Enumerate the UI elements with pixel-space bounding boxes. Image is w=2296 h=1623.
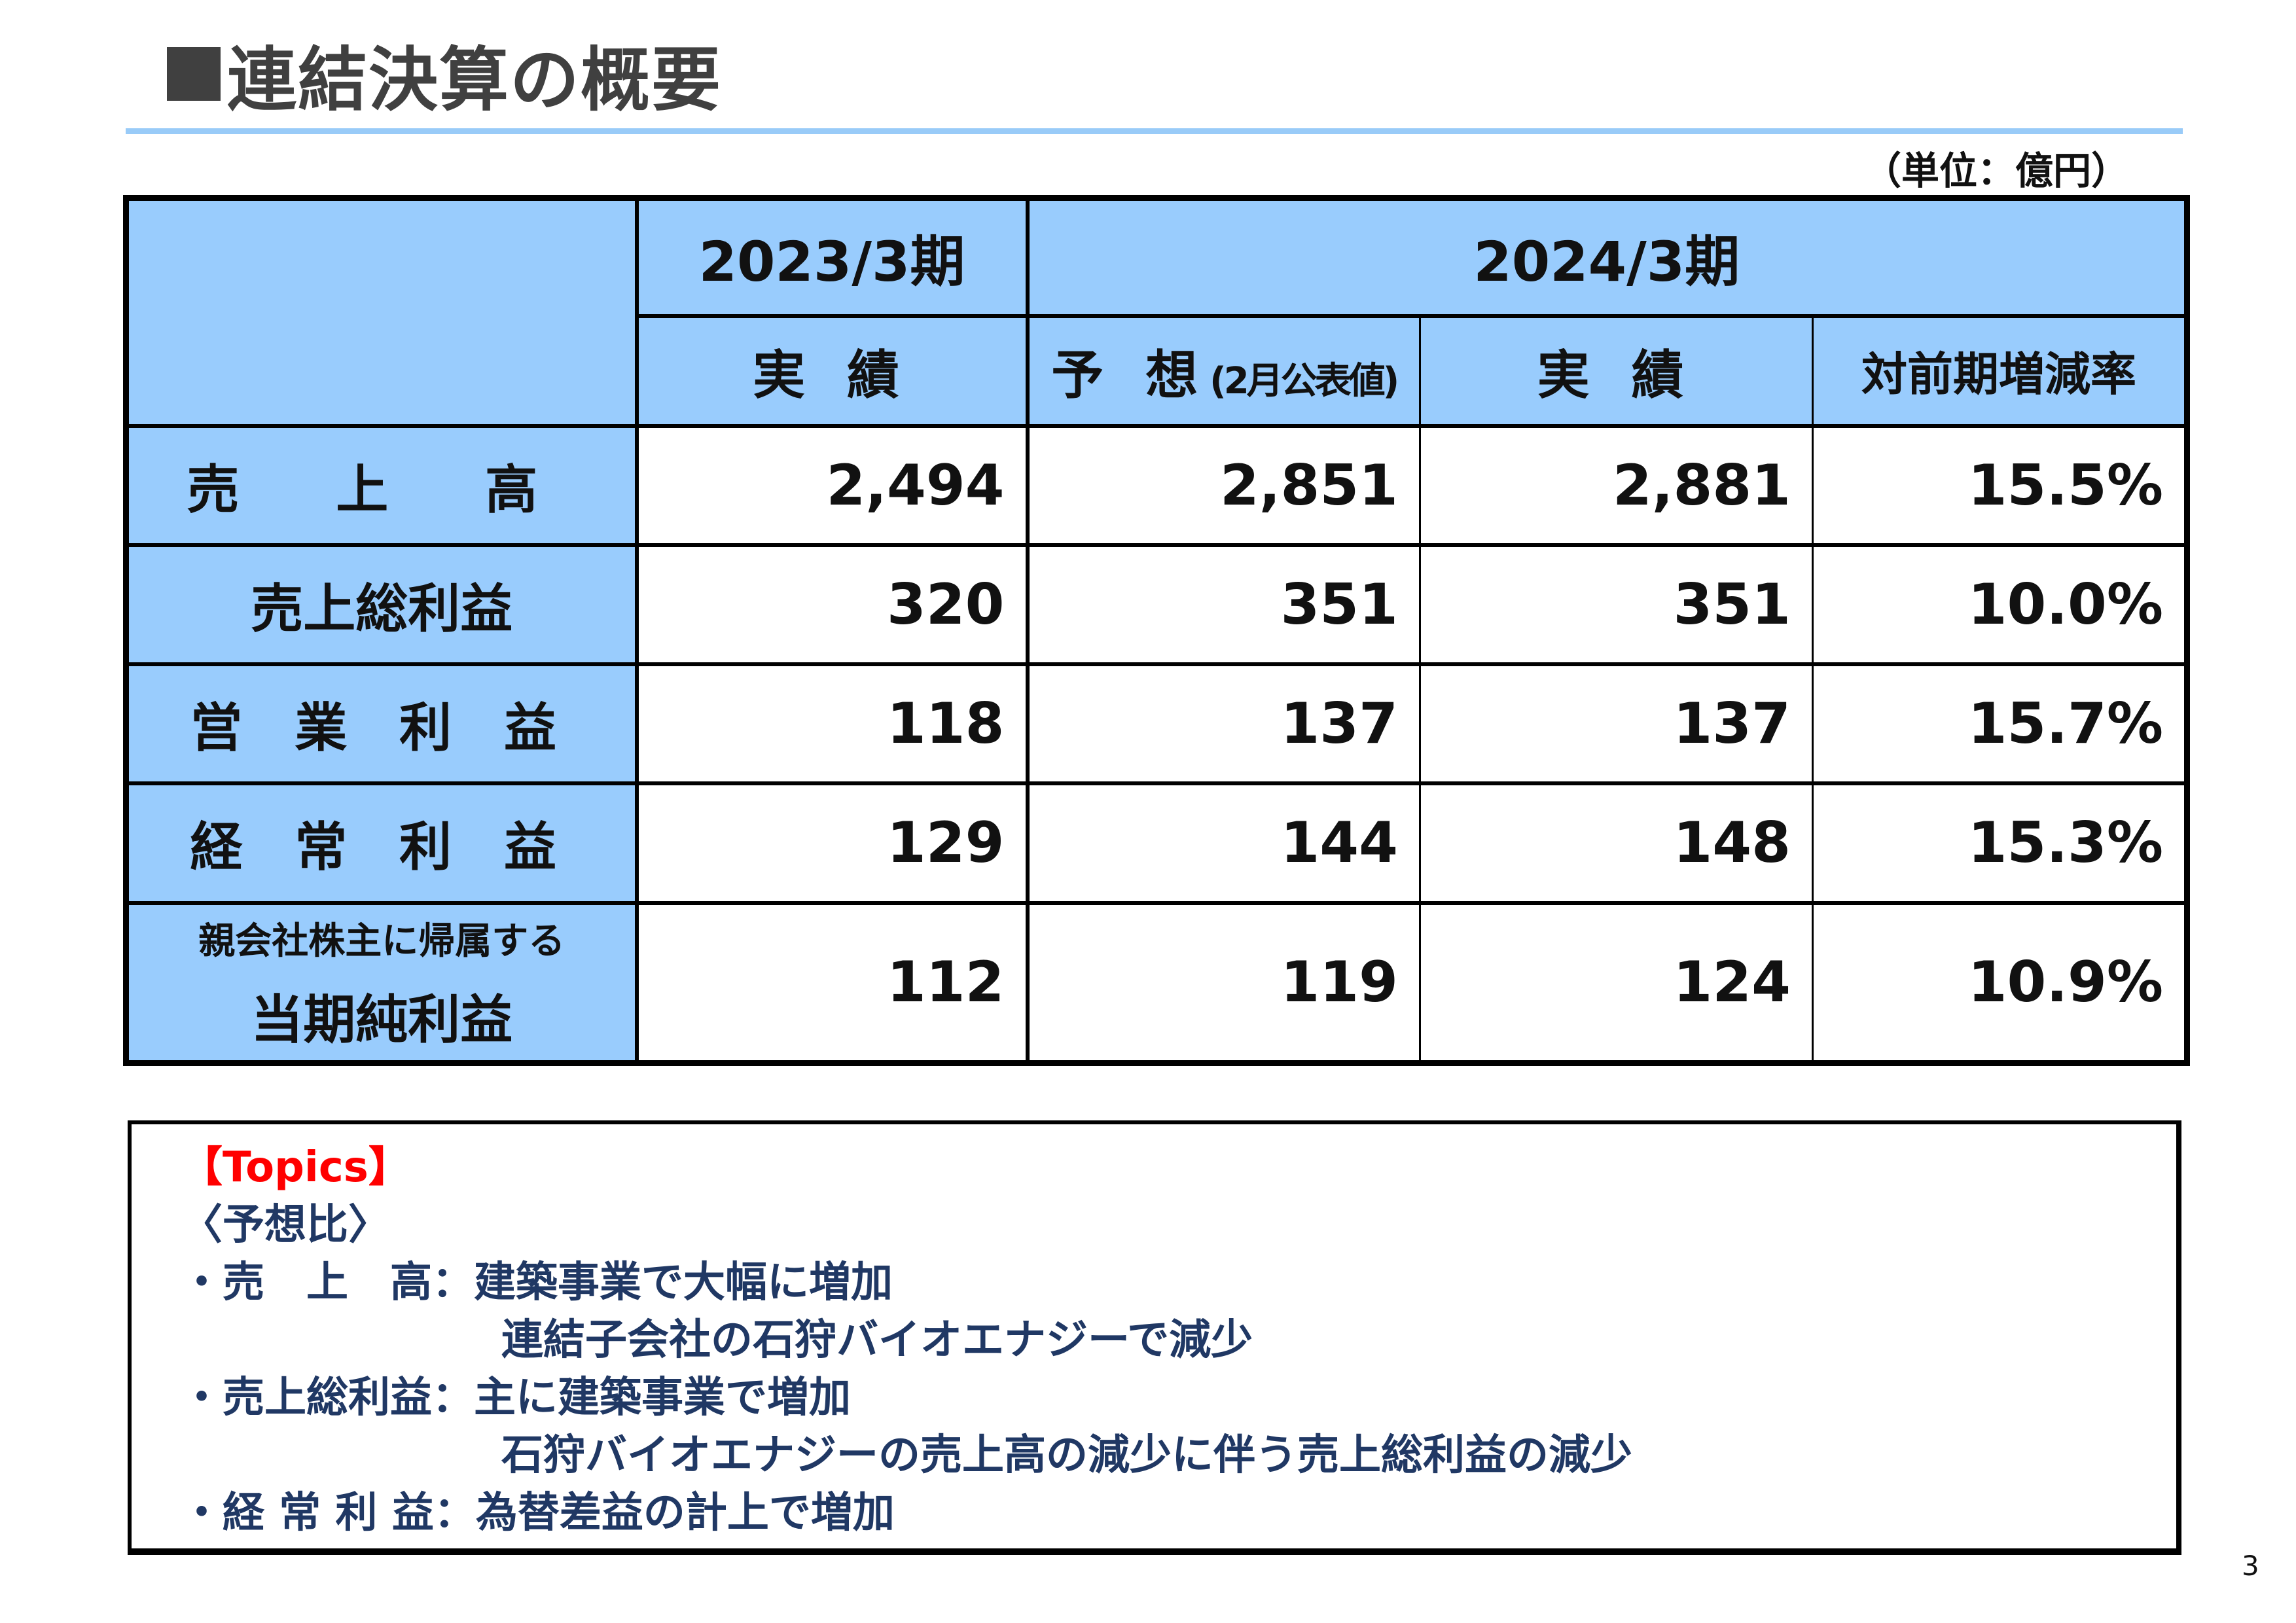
cell-fy2024-forecast: 351 [1025, 543, 1421, 666]
cell-fy2024-forecast: 119 [1025, 901, 1421, 1065]
topics-subheading: 〈予想比〉 [181, 1201, 390, 1249]
topics-content: 【Topics】 〈予想比〉 ・売 上 高：建築事業で大幅に増加 連結子会社の石… [181, 1139, 1632, 1542]
table-row: 経 常 利 益 129 144 148 15.3% [124, 781, 2189, 905]
cell-fy2024-forecast: 2,851 [1025, 423, 1421, 547]
page-title-text: 連結決算の概要 [227, 40, 722, 120]
table-row: 営 業 利 益 118 137 137 15.7% [124, 662, 2189, 785]
row-label-net-income-main: 当期純利益 [251, 989, 513, 1050]
row-label-net-income: 親会社株主に帰属する 当期純利益 [124, 901, 639, 1065]
forecast-label: 予 想 [1051, 344, 1210, 406]
topics-heading: 【Topics】 [181, 1143, 410, 1192]
forecast-note: (2月公表値) [1210, 359, 1399, 402]
cell-fy2024-actual: 2,881 [1419, 423, 1814, 547]
cell-fy2024-actual: 351 [1419, 543, 1814, 666]
cell-yoy-change: 15.7% [1812, 662, 2189, 785]
cell-fy2024-actual: 148 [1419, 781, 1814, 905]
cell-fy2024-actual: 137 [1419, 662, 1814, 785]
table-row: 売上総利益 320 351 351 10.0% [124, 543, 2189, 666]
subheader-fy2024-actual: 実 績 [1419, 313, 1814, 428]
topic-line-gross-profit-detail: 石狩バイオエナジーの売上高の減少に伴う売上総利益の減少 [501, 1431, 1632, 1480]
row-label-ordinary-profit: 経 常 利 益 [124, 781, 639, 905]
topic-line-ordinary-profit: ・経 常 利 益：為替差益の計上で増加 [181, 1489, 895, 1537]
header-row-subheaders: 実 績 予 想(2月公表値) 実 績 対前期増減率 [126, 313, 2189, 428]
subheader-fy2024-forecast: 予 想(2月公表値) [1025, 313, 1421, 428]
cell-fy2023-actual: 320 [634, 543, 1030, 666]
cell-yoy-change: 15.3% [1812, 781, 2189, 905]
cell-yoy-change: 10.9% [1812, 901, 2189, 1065]
subheader-fy2023-actual: 実 績 [634, 313, 1030, 428]
cell-fy2023-actual: 2,494 [634, 423, 1030, 547]
row-label-operating-profit: 営 業 利 益 [124, 662, 639, 785]
cell-fy2024-actual: 124 [1419, 901, 1814, 1065]
topic-line-net-sales-detail: 連結子会社の石狩バイオエナジーで減少 [501, 1316, 1253, 1364]
subheader-yoy-change: 対前期増減率 [1812, 313, 2189, 428]
title-divider [126, 128, 2183, 134]
topic-line-gross-profit: ・売上総利益：主に建築事業で増加 [181, 1374, 851, 1422]
cell-yoy-change: 10.0% [1812, 543, 2189, 666]
row-label-gross-profit: 売上総利益 [124, 543, 639, 666]
table-row: 売 上 高 2,494 2,851 2,881 15.5% [124, 423, 2189, 547]
header-fy2023: 2023/3期 [634, 196, 1030, 318]
table-row: 親会社株主に帰属する 当期純利益 112 119 124 10.9% [124, 901, 2189, 1065]
page-title: 連結決算の概要 [167, 31, 722, 120]
page-number: 3 [2242, 1550, 2259, 1582]
row-label-net-sales: 売 上 高 [124, 423, 639, 547]
cell-yoy-change: 15.5% [1812, 423, 2189, 547]
cell-fy2023-actual: 112 [634, 901, 1030, 1065]
header-fy2024: 2024/3期 [1025, 196, 2189, 318]
unit-label: （単位：億円） [1863, 149, 2129, 193]
cell-fy2024-forecast: 137 [1025, 662, 1421, 785]
topic-line-net-sales: ・売 上 高：建築事業で大幅に増加 [181, 1258, 893, 1307]
header-corner-cell [124, 196, 639, 428]
square-bullet-icon [167, 47, 221, 101]
row-label-net-income-prefix: 親会社株主に帰属する [198, 919, 565, 963]
cell-fy2024-forecast: 144 [1025, 781, 1421, 905]
financial-summary-table: 2023/3期 2024/3期 実 績 予 想(2月公表値) 実 績 対前期増減… [123, 195, 2190, 1066]
header-row-periods: 2023/3期 2024/3期 [124, 196, 2189, 428]
cell-fy2023-actual: 129 [634, 781, 1030, 905]
topics-box: 【Topics】 〈予想比〉 ・売 上 高：建築事業で大幅に増加 連結子会社の石… [128, 1120, 2181, 1555]
cell-fy2023-actual: 118 [634, 662, 1030, 785]
